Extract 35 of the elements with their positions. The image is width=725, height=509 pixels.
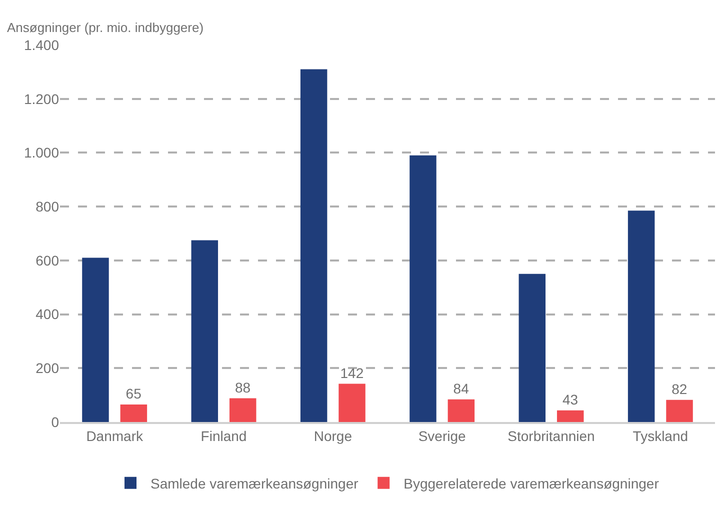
x-tick-label: Storbritannien <box>508 428 595 444</box>
data-label: 82 <box>672 380 688 397</box>
bar <box>518 274 546 422</box>
bar <box>666 400 693 422</box>
bar <box>82 258 109 422</box>
bar <box>229 398 256 422</box>
data-label: 43 <box>562 391 578 408</box>
bar <box>410 155 436 422</box>
y-tick-label: 0 <box>51 414 60 430</box>
x-tick-label: Sverige <box>418 428 466 444</box>
legend-label: Samlede varemærkeansøgninger <box>150 475 359 492</box>
data-label: 142 <box>340 364 364 381</box>
bar <box>448 399 475 422</box>
bar <box>338 384 366 422</box>
y-axis-title: Ansøgninger (pr. mio. indbyggere) <box>7 20 204 35</box>
bar <box>628 210 655 422</box>
bar <box>191 240 218 422</box>
data-label: 65 <box>126 386 142 402</box>
y-tick-label: 800 <box>36 198 60 214</box>
y-tick-label: 1.000 <box>24 144 60 161</box>
y-tick-label: 400 <box>36 306 60 322</box>
y-tick-label: 600 <box>36 252 60 268</box>
y-tick-label: 1.400 <box>24 36 60 53</box>
x-tick-label: Tyskland <box>632 428 688 444</box>
data-label: 88 <box>234 379 251 396</box>
y-tick-label: 1.200 <box>24 90 60 107</box>
x-tick-label: Norge <box>314 428 352 444</box>
x-tick-label: Finland <box>200 428 247 444</box>
bar <box>300 69 328 422</box>
y-tick-label: 200 <box>36 360 60 376</box>
bar <box>556 410 584 422</box>
data-label: 84 <box>453 380 470 396</box>
bar <box>120 404 148 422</box>
x-tick-label: Danmark <box>86 428 144 444</box>
legend-label: Byggerelaterede varemærkeansøgninger <box>404 475 660 492</box>
